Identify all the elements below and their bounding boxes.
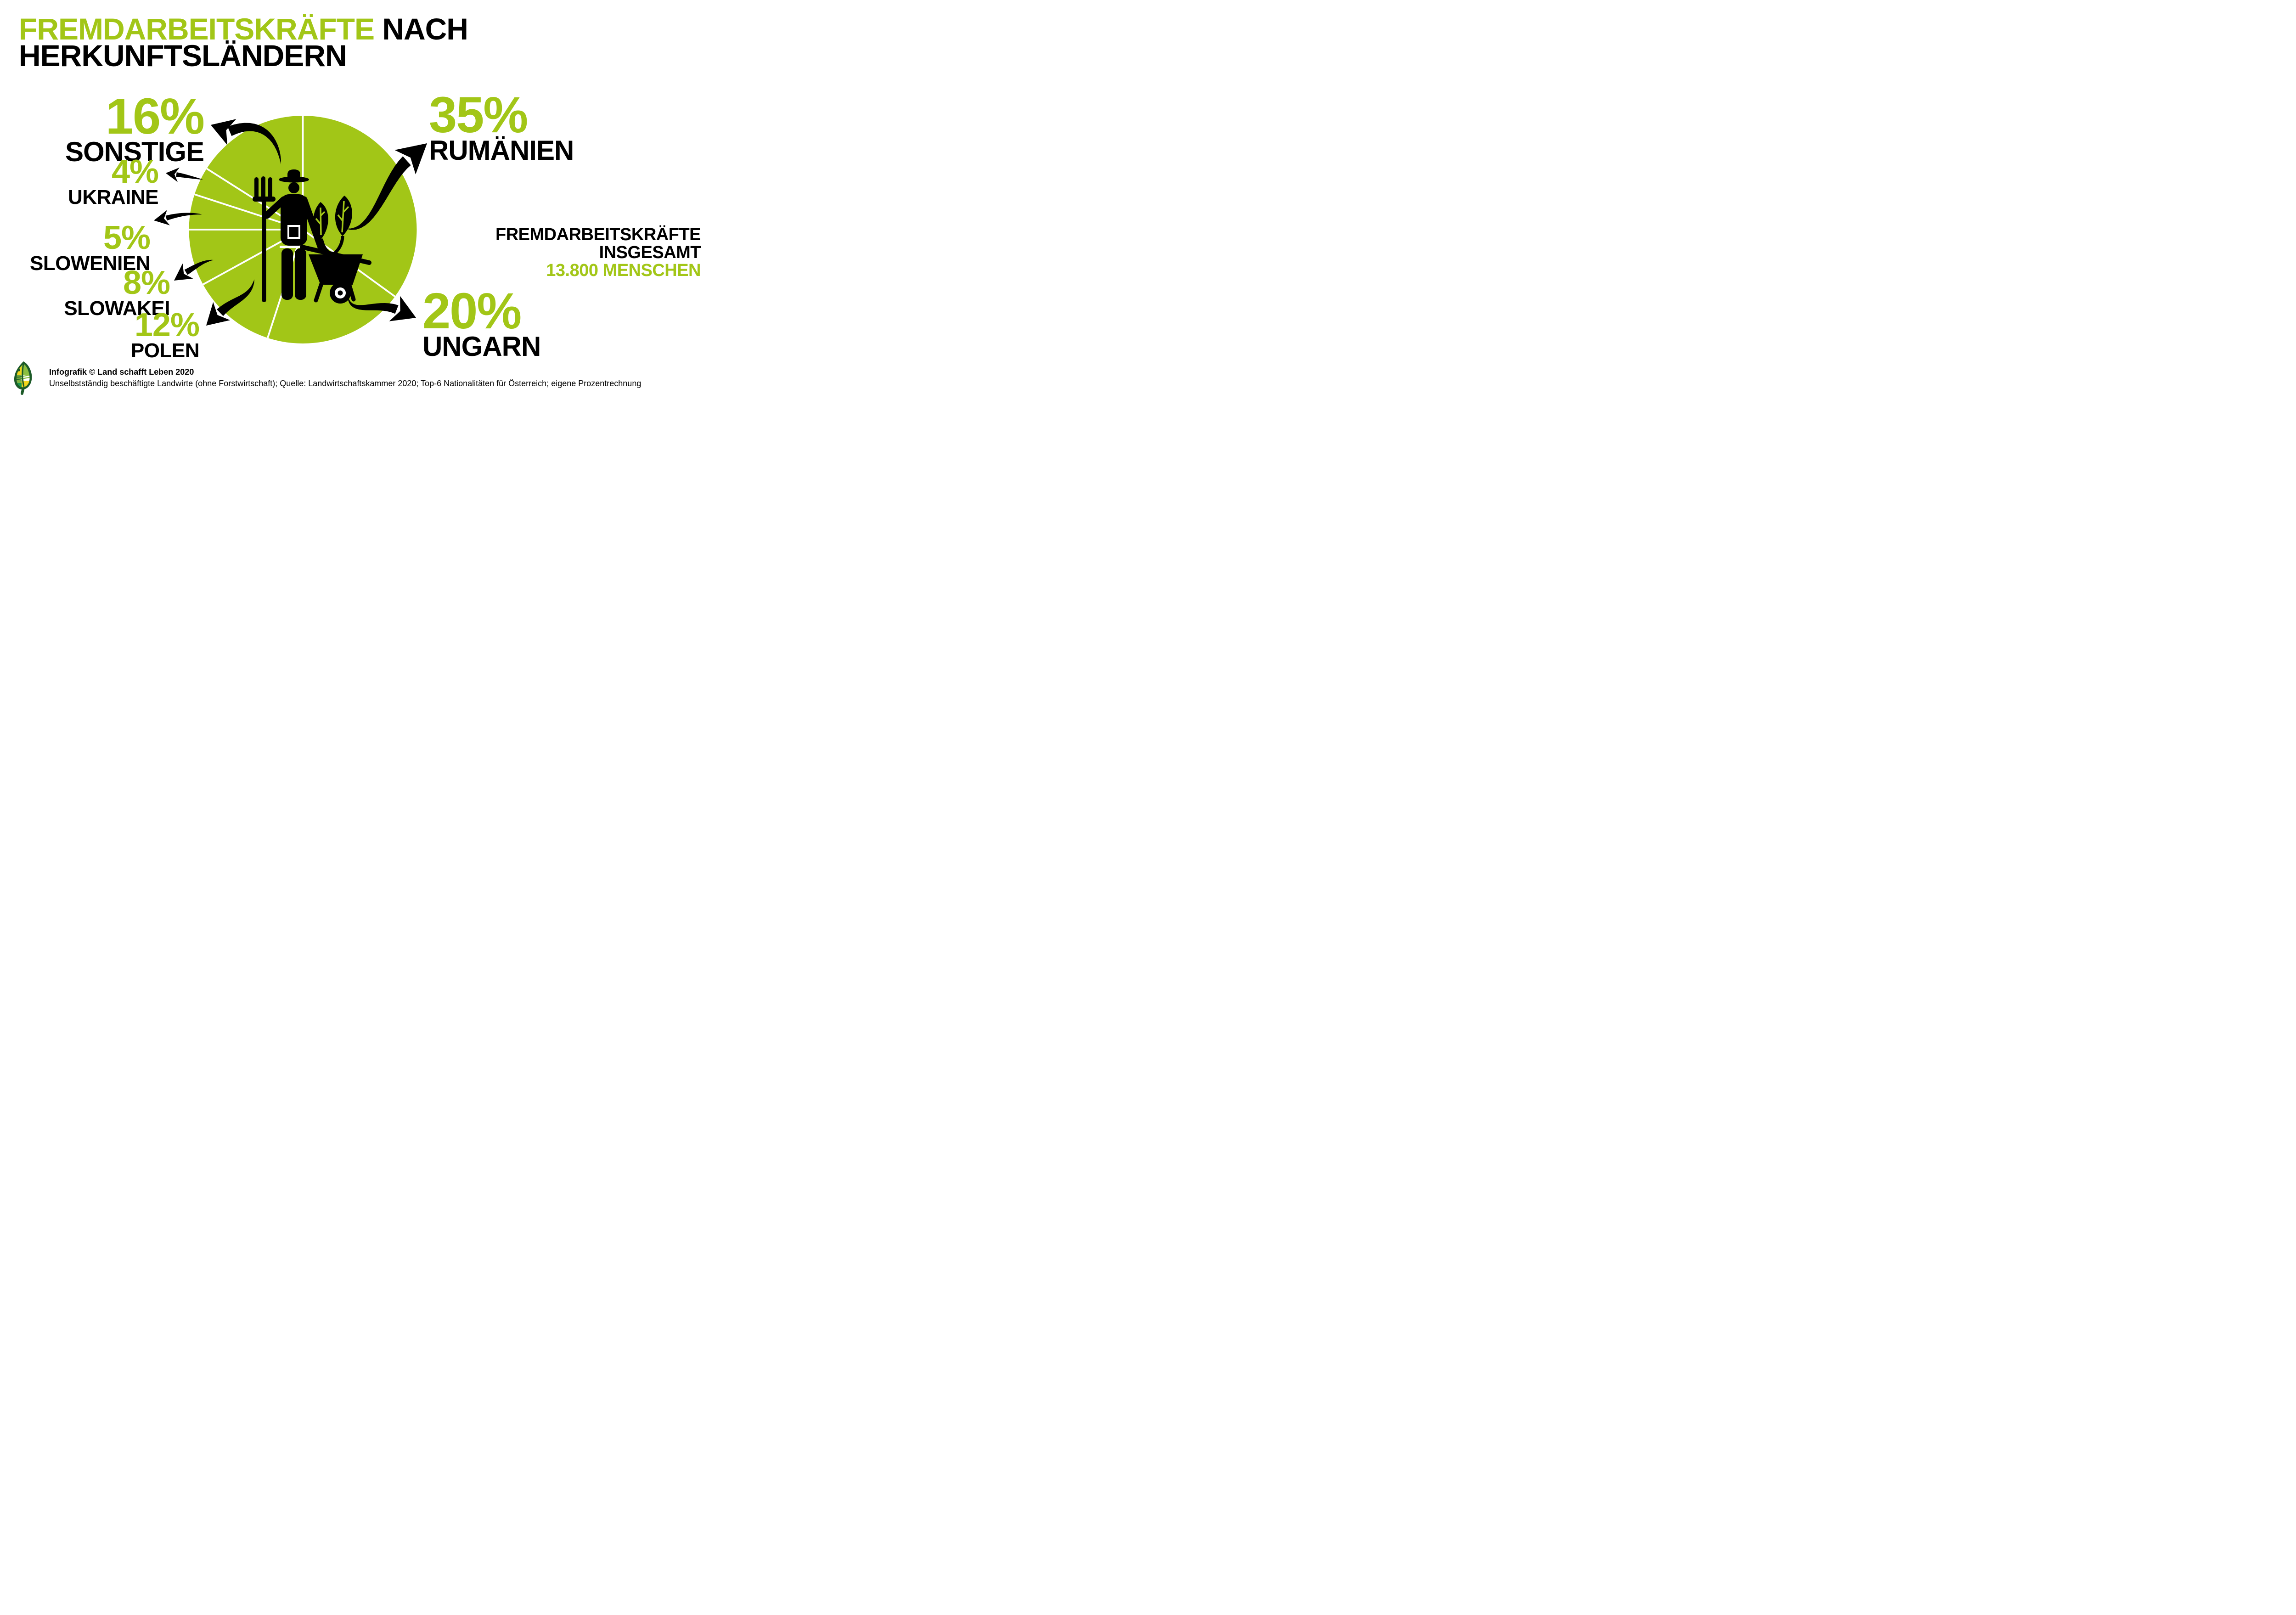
- infographic-page: FREMDARBEITSKRÄFTE NACH HERKUNFTSLÄNDERN…: [0, 0, 718, 404]
- land-schafft-leben-logo: [14, 361, 32, 395]
- title-rest: NACH: [382, 12, 468, 46]
- pie-arrow-head-sonstige: [211, 119, 236, 145]
- pitchfork-tine: [254, 177, 259, 201]
- label-slowenien: 5% SLOWENIEN: [30, 219, 151, 275]
- pct-ungarn: 20%: [422, 283, 522, 339]
- label-polen: 12% POLEN: [130, 307, 200, 362]
- pct-slowenien: 5%: [103, 219, 151, 256]
- pie-arrow-tail-ukraine: [176, 172, 203, 180]
- label-slowakei: 8% SLOWAKEI: [64, 264, 170, 320]
- leaf-veins: [315, 201, 349, 236]
- pct-rumaenien: 35%: [429, 87, 528, 143]
- wheelbarrow-leg: [314, 281, 324, 303]
- pie-arrow-head-rumaenien: [394, 143, 427, 174]
- label-sonstige: 16% SONSTIGE: [65, 88, 205, 167]
- name-ukraine: UKRAINE: [68, 186, 158, 208]
- pct-sonstige: 16%: [105, 88, 205, 145]
- sprout-stem: [332, 236, 344, 256]
- pie-arrow-head-slowakei: [174, 263, 193, 281]
- pie-arrow-head-ukraine: [166, 167, 180, 182]
- pie-arrow-tail-slowakei: [184, 259, 214, 275]
- logo-furrow-lines: [16, 375, 22, 381]
- logo-field-patch: [16, 375, 22, 383]
- title-highlight: FREMDARBEITSKRÄFTE: [19, 12, 375, 46]
- page-title: FREMDARBEITSKRÄFTE NACH HERKUNFTSLÄNDERN: [19, 14, 468, 73]
- name-polen: POLEN: [130, 339, 200, 362]
- farmer-head: [288, 182, 299, 193]
- summary-line2: INSGESAMT: [599, 243, 701, 262]
- farmer-leg: [295, 248, 306, 300]
- overalls-pocket: [287, 225, 300, 239]
- pie-arrow-tail-polen: [217, 279, 254, 316]
- pie-arrow-tail-slowenien: [165, 213, 202, 221]
- farmer-arm-right: [300, 196, 325, 252]
- footer-source: Unselbstständig beschäftigte Landwirte (…: [49, 379, 642, 388]
- label-rumaenien: 35% RUMÄNIEN: [429, 87, 574, 166]
- title-line1: FREMDARBEITSKRÄFTE NACH: [19, 14, 468, 44]
- name-rumaenien: RUMÄNIEN: [429, 135, 574, 166]
- label-ukraine: 4% UKRAINE: [68, 153, 159, 208]
- name-slowakei: SLOWAKEI: [64, 297, 170, 320]
- pitchfork-handle: [262, 198, 266, 302]
- wheelbarrow-tray: [309, 254, 363, 285]
- pie-arrow-head-ungarn: [389, 296, 416, 321]
- sprout-stem: [320, 238, 332, 256]
- overalls-waist-gap: [280, 246, 308, 248]
- farmer-torso: [281, 194, 307, 246]
- pie-arrow-head-slowenien: [154, 210, 170, 225]
- farmer-leg: [281, 248, 293, 300]
- farmer-hat: [287, 169, 300, 178]
- title-line2: HERKUNFTSLÄNDERN: [19, 39, 347, 73]
- pitchfork-tine: [261, 176, 265, 201]
- wheelbarrow-leg: [347, 281, 356, 302]
- name-ungarn: UNGARN: [422, 331, 541, 362]
- summary-line1: FREMDARBEITSKRÄFTE: [495, 225, 701, 244]
- name-sonstige: SONSTIGE: [65, 136, 204, 167]
- pie-arrow-tail-ungarn: [348, 296, 399, 314]
- farmer-hat-brim: [279, 176, 309, 183]
- logo-vein: [22, 363, 25, 387]
- total-summary: FREMDARBEITSKRÄFTE INSGESAMT 13.800 MENS…: [495, 226, 701, 280]
- pct-polen: 12%: [134, 307, 200, 343]
- farmer-arm-left: [263, 196, 287, 219]
- pct-ukraine: 4%: [111, 153, 159, 190]
- pie-arrow-tail-sonstige: [227, 123, 281, 164]
- pct-slowakei: 8%: [123, 264, 170, 301]
- label-ungarn: 20% UNGARN: [422, 283, 541, 362]
- summary-total: 13.800 MENSCHEN: [546, 261, 701, 280]
- wheelbarrow-wheel-hub: [338, 290, 343, 296]
- pie-arrow-head-polen: [206, 302, 231, 326]
- pitchfork-tine: [268, 177, 272, 201]
- farmer-icon: [253, 169, 371, 304]
- name-slowenien: SLOWENIEN: [30, 252, 150, 275]
- footer-credit: Infografik © Land schafft Leben 2020: [49, 367, 194, 377]
- logo-green-patch: [16, 383, 22, 388]
- pie-arrow-tail-rumaenien: [346, 156, 411, 230]
